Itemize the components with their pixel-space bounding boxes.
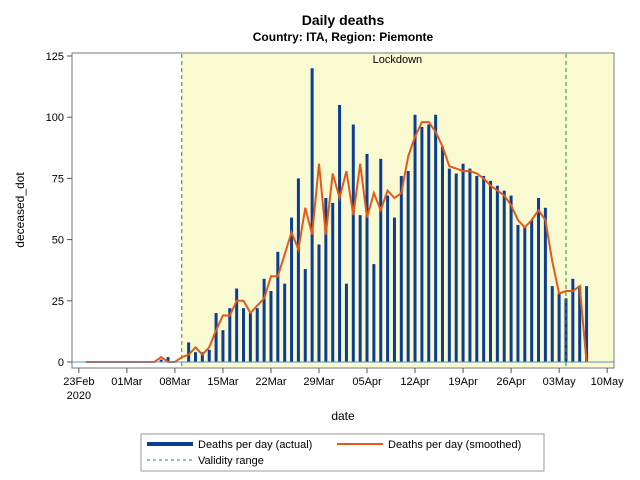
x-tick-label-15Mar: 15Mar: [207, 376, 239, 388]
x-axis-label: date: [331, 409, 355, 423]
y-axis: 0 25 50 75 100 125: [46, 51, 72, 369]
lockdown-region: [181, 54, 613, 367]
bar-39: [351, 124, 355, 362]
bar-16: [193, 352, 197, 362]
bar-61: [502, 190, 506, 362]
bar-69: [557, 293, 561, 362]
bar-50: [427, 124, 431, 362]
bar-59: [489, 180, 493, 362]
bar-36: [331, 202, 335, 362]
y-tick-label-50: 50: [52, 235, 64, 247]
legend-box: [140, 433, 545, 472]
x-tick-label-26Apr: 26Apr: [496, 376, 526, 388]
bar-35: [324, 197, 328, 362]
y-tick-label-125: 125: [46, 51, 64, 63]
bar-45: [392, 217, 396, 362]
bar-29: [283, 283, 287, 362]
bar-32: [303, 268, 307, 362]
bar-30: [290, 217, 294, 362]
bar-11: [159, 359, 163, 362]
bar-42: [372, 264, 376, 362]
bar-57: [475, 175, 479, 362]
bar-56: [468, 168, 472, 362]
bar-58: [482, 175, 486, 362]
bar-48: [413, 114, 417, 362]
bar-17: [200, 352, 204, 362]
bar-20: [221, 330, 225, 362]
bar-26: [262, 278, 266, 362]
x-tick-label-12Apr: 12Apr: [400, 376, 430, 388]
bar-12: [166, 357, 170, 362]
bar-19: [214, 313, 218, 362]
y-tick-label-100: 100: [46, 112, 64, 124]
bar-37: [338, 104, 342, 363]
x-tick-label-22Mar: 22Mar: [255, 376, 287, 388]
bar-62: [509, 195, 513, 362]
bar-21: [228, 308, 232, 362]
bar-22: [235, 288, 239, 362]
bar-31: [296, 178, 300, 362]
bar-67: [543, 207, 547, 362]
y-tick-label-0: 0: [58, 357, 64, 369]
actual-deaths-bars: [159, 68, 589, 363]
bar-73: [585, 286, 589, 362]
y-tick-label-75: 75: [52, 173, 64, 185]
bar-44: [386, 195, 390, 362]
legend-smooth-label: Deaths per day (smoothed): [388, 439, 521, 451]
bar-68: [550, 286, 554, 362]
lockdown-label: Lockdown: [373, 54, 423, 66]
x-tick-year-label: 2020: [67, 390, 91, 402]
bar-54: [454, 173, 458, 362]
legend-actual-label: Deaths per day (actual): [198, 439, 312, 451]
bar-27: [269, 291, 273, 362]
legend: Deaths per day (actual) Deaths per day (…: [140, 433, 545, 472]
x-axis: 23Feb 2020 01Mar 08Mar 15Mar 22Mar 29Mar 05Apr 1…: [63, 368, 624, 402]
bar-28: [276, 251, 280, 362]
bar-49: [420, 126, 424, 362]
x-tick-label-03May: 03May: [543, 376, 577, 388]
bar-34: [317, 244, 321, 362]
bar-38: [344, 283, 348, 362]
bar-15: [187, 342, 191, 362]
bar-55: [461, 163, 465, 362]
chart-subtitle: Country: ITA, Region: Piemonte: [253, 30, 434, 44]
x-tick-label-29Mar: 29Mar: [303, 376, 335, 388]
x-tick-label-23Feb: 23Feb: [63, 376, 94, 388]
bar-24: [248, 313, 252, 362]
y-tick-label-25: 25: [52, 296, 64, 308]
bar-51: [434, 114, 438, 362]
bar-65: [530, 220, 534, 362]
bar-71: [571, 278, 575, 362]
bar-47: [406, 171, 410, 362]
bar-41: [365, 153, 369, 362]
bar-53: [447, 168, 451, 362]
x-tick-label-01Mar: 01Mar: [111, 376, 143, 388]
x-tick-label-08Mar: 08Mar: [159, 376, 191, 388]
chart-title: Daily deaths: [302, 12, 385, 28]
bar-25: [255, 308, 259, 362]
bar-40: [358, 215, 362, 362]
bar-23: [242, 308, 246, 362]
validity-range-lines: [181, 54, 567, 367]
y-axis-label: deceased_dot: [13, 172, 27, 248]
bar-33: [310, 68, 314, 363]
bar-72: [578, 286, 582, 362]
bar-64: [523, 227, 527, 362]
x-tick-label-19Apr: 19Apr: [448, 376, 478, 388]
bar-63: [516, 224, 520, 362]
bar-66: [537, 197, 541, 362]
legend-validity-label: Validity range: [198, 455, 264, 467]
bar-18: [207, 349, 211, 362]
bar-60: [495, 185, 499, 362]
bar-52: [440, 146, 444, 362]
x-tick-label-05Apr: 05Apr: [352, 376, 382, 388]
x-tick-label-10May: 10May: [591, 376, 625, 388]
bar-43: [379, 158, 383, 362]
bar-46: [399, 175, 403, 362]
